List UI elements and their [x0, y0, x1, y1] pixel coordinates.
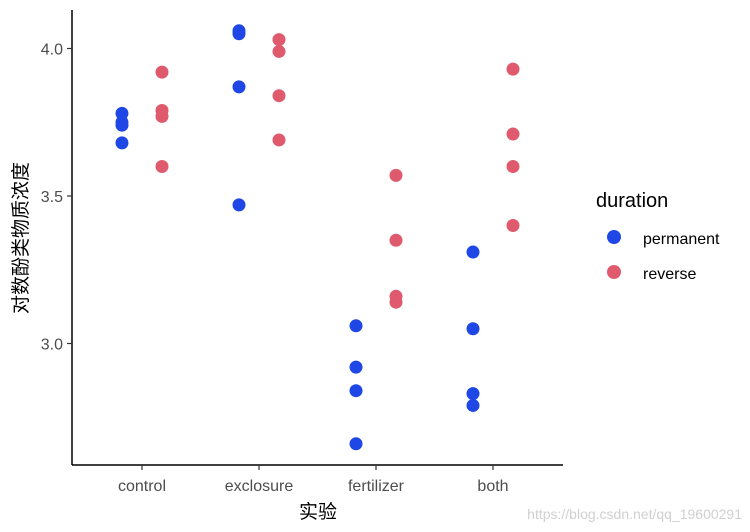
watermark: https://blog.csdn.net/qq_19600291 [527, 506, 742, 522]
x-tick-label: fertilizer [348, 478, 405, 495]
data-point-permanent [349, 319, 363, 333]
legend-label-reverse: reverse [643, 266, 696, 283]
x-tick-label: exclosure [225, 478, 294, 495]
data-point-reverse [272, 33, 286, 47]
axes [71, 10, 563, 466]
data-point-permanent [232, 27, 246, 41]
data-point-reverse [389, 295, 403, 309]
legend-title: duration [596, 190, 668, 212]
data-point-reverse [155, 109, 169, 123]
data-point-reverse [506, 127, 520, 141]
legend-key-reverse [607, 265, 621, 279]
data-point-permanent [349, 360, 363, 374]
data-point-permanent [115, 136, 129, 150]
y-tick-label: 3.5 [41, 189, 63, 206]
data-point-reverse [155, 65, 169, 79]
x-tick-label: control [118, 478, 166, 495]
data-point-reverse [506, 219, 520, 232]
legend: duration permanent reverse [596, 190, 720, 283]
data-point-reverse [272, 44, 286, 58]
data-point-reverse [389, 168, 403, 182]
y-ticks: 3.0 3.5 4.0 [41, 42, 72, 354]
data-point-reverse [389, 233, 403, 247]
data-point-reverse [272, 89, 286, 103]
data-point-reverse [272, 133, 286, 147]
x-tick-label: both [477, 478, 508, 495]
data-point-reverse [506, 160, 520, 173]
data-point-permanent [232, 198, 246, 212]
data-point-permanent [115, 118, 129, 132]
x-ticks: control exclosure fertilizer both [118, 465, 509, 495]
data-point-reverse [155, 160, 169, 173]
legend-label-permanent: permanent [643, 231, 720, 248]
data-points [115, 24, 520, 451]
data-point-permanent [466, 322, 480, 336]
legend-key-permanent [607, 230, 621, 244]
data-point-permanent [466, 387, 480, 401]
data-point-permanent [349, 437, 363, 451]
x-axis-title: 实验 [299, 501, 337, 523]
data-point-permanent [466, 398, 480, 412]
data-point-reverse [506, 62, 520, 76]
y-tick-label: 3.0 [41, 337, 63, 354]
data-point-permanent [349, 384, 363, 398]
y-tick-label: 4.0 [41, 42, 63, 59]
y-axis-title: 对数酚类物质浓度 [10, 162, 32, 314]
data-point-permanent [232, 80, 246, 94]
data-point-permanent [466, 245, 480, 259]
